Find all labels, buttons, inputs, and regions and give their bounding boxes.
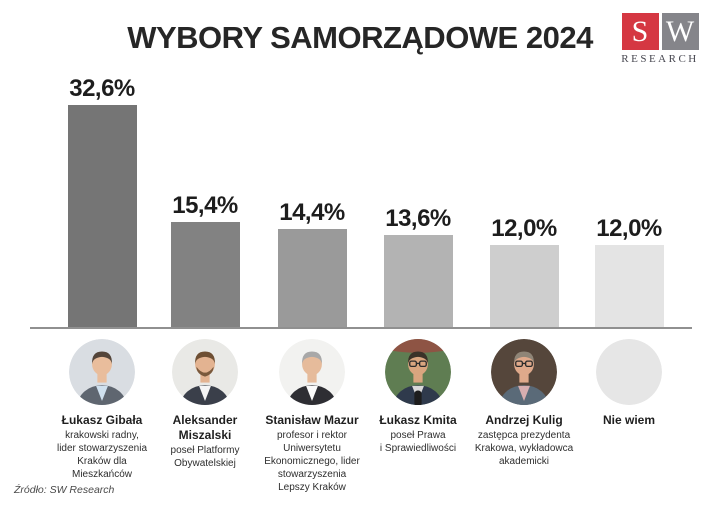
bar-value-label: 13,6% [385,205,451,232]
source-note: Źródło: SW Research [14,484,115,496]
candidate-card: Nie wiem [571,339,687,428]
bar-value-label: 14,4% [279,199,345,226]
bar-value-label: 12,0% [596,215,662,242]
bar-value-label: 32,6% [69,75,135,102]
person-description: poseł Prawa i Sprawiedliwości [379,430,457,454]
candidate-card: Łukasz Kmita poseł Prawa i Sprawiedliwośc… [360,339,476,455]
person-name: Andrzej Kulig [485,413,563,427]
logo-letter-s: S [621,13,659,50]
person-photo [491,339,557,405]
candidate-card: Łukasz Gibała krakowski radny, lider stow… [44,339,160,481]
bar [489,245,559,327]
sw-research-logo: S W RESEARCH [618,13,702,65]
person-description: profesor i rektor Uniwersytetu Ekonomicz… [264,430,360,493]
candidate-card: Aleksander Miszalski poseł Platformy Obyw… [147,339,263,470]
logo-letter-w: W [661,13,699,50]
person-name: Stanisław Mazur [265,413,359,427]
person-photo [172,339,238,405]
logo-caption: RESEARCH [621,53,699,65]
page-title: WYBORY SAMORZĄDOWE 2024 [127,20,593,55]
person-photo [596,339,662,405]
person-name: Łukasz Gibała [61,413,143,427]
person-description: zastępca prezydenta Krakowa, wykładowca … [474,430,574,467]
person-name: Aleksander Miszalski [172,413,238,442]
bar-value-label: 12,0% [491,215,557,242]
bar [170,222,240,327]
bar [67,105,137,327]
bar-value-label: 15,4% [172,192,238,219]
chart-baseline [30,327,692,329]
person-photo [279,339,345,405]
candidate-card: Andrzej Kulig zastępca prezydenta Krakowa… [466,339,582,468]
person-photo [69,339,135,405]
bar [277,229,347,327]
bar [594,245,664,327]
person-description: poseł Platformy Obywatelskiej [170,445,240,469]
person-name: Łukasz Kmita [379,413,457,427]
person-description: krakowski radny, lider stowarzyszenia Kr… [56,430,148,480]
person-photo [385,339,451,405]
candidate-card: Stanisław Mazur profesor i rektor Uniwers… [254,339,370,494]
person-name: Nie wiem [602,413,656,427]
bar [383,235,453,327]
